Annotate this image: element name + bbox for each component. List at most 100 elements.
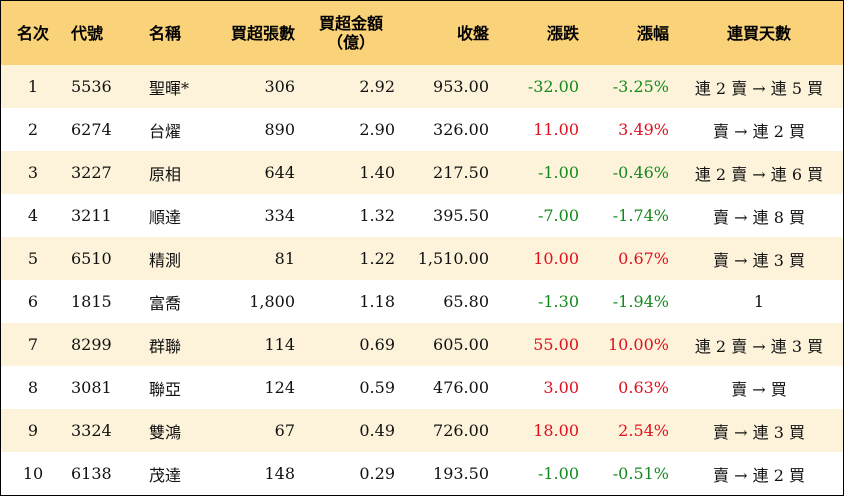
cell-net-lots: 114 — [264, 335, 295, 354]
cell-net-amount: 1.32 — [359, 206, 395, 225]
table-row: 10 6138 茂達 148 0.29 193.50 -1.00 -0.51% 賣 → 連 2 … — [1, 452, 843, 495]
table-body: 1 5536 聖暉* 306 2.92 953.00 -32.00 -3.25% 連 2 賣 →… — [1, 65, 843, 495]
cell-net-lots: 124 — [264, 378, 295, 397]
cell-change: 11.00 — [533, 120, 579, 139]
table-row: 5 6510 精測 81 1.22 1,510.00 10.00 0.67% 賣 → 連 3 買 — [1, 237, 843, 280]
cell-close: 326.00 — [433, 120, 489, 139]
cell-change: -7.00 — [537, 206, 579, 225]
cell-rank: 5 — [27, 249, 39, 268]
header-net-amount: 買超金額 （億） — [301, 1, 401, 65]
header-pct: 漲幅 — [636, 23, 669, 43]
cell-close: 217.50 — [433, 163, 489, 182]
cell-net-lots: 81 — [274, 249, 295, 268]
cell-code: 5536 — [71, 77, 112, 96]
cell-net-amount: 0.29 — [359, 464, 395, 483]
cell-code: 6274 — [71, 120, 112, 139]
cell-close: 395.50 — [433, 206, 489, 225]
cell-change: -1.30 — [537, 292, 579, 311]
cell-net-amount: 2.92 — [359, 77, 395, 96]
cell-name: 聖暉* — [149, 78, 190, 98]
cell-net-lots: 306 — [264, 77, 295, 96]
cell-change: -1.00 — [537, 163, 579, 182]
cell-net-amount: 1.18 — [359, 292, 395, 311]
cell-pct: 0.63% — [618, 378, 669, 397]
cell-net-amount: 0.49 — [359, 421, 395, 440]
cell-rank: 1 — [27, 77, 39, 96]
cell-pct: 3.49% — [618, 120, 669, 139]
cell-streak: 賣 → 連 3 買 — [713, 422, 805, 442]
cell-change: -32.00 — [527, 77, 579, 96]
cell-pct: -1.74% — [612, 206, 669, 225]
cell-code: 6510 — [71, 249, 112, 268]
cell-net-lots: 890 — [264, 120, 295, 139]
cell-change: 10.00 — [533, 249, 579, 268]
cell-pct: -3.25% — [612, 77, 669, 96]
table-row: 1 5536 聖暉* 306 2.92 953.00 -32.00 -3.25% 連 2 賣 →… — [1, 65, 843, 108]
cell-net-amount: 0.69 — [359, 335, 395, 354]
table-row: 7 8299 群聯 114 0.69 605.00 55.00 10.00% 連 2 賣 → 連… — [1, 323, 843, 366]
cell-name: 台燿 — [149, 121, 182, 141]
cell-code: 6138 — [71, 464, 112, 483]
cell-net-lots: 1,800 — [249, 292, 295, 311]
cell-name: 茂達 — [149, 465, 182, 485]
cell-rank: 2 — [27, 120, 39, 139]
cell-name: 聯亞 — [149, 379, 182, 399]
cell-net-amount: 0.59 — [359, 378, 395, 397]
cell-name: 群聯 — [149, 336, 182, 356]
cell-name: 雙鴻 — [149, 422, 182, 442]
table-header-row: 名次 代號 名稱 買超張數 買超金額 （億） 收盤 漲跌 漲幅 連買天數 — [1, 1, 843, 65]
cell-rank: 3 — [27, 163, 39, 182]
table-row: 3 3227 原相 644 1.40 217.50 -1.00 -0.46% 連 2 賣 → 連… — [1, 151, 843, 194]
cell-pct: 0.67% — [618, 249, 669, 268]
cell-change: 3.00 — [543, 378, 579, 397]
cell-streak: 賣 → 買 — [731, 379, 787, 399]
cell-code: 3211 — [71, 206, 112, 225]
cell-streak: 賣 → 連 3 買 — [713, 250, 805, 270]
header-rank: 名次 — [16, 23, 49, 43]
cell-streak: 賣 → 連 2 買 — [713, 465, 805, 485]
cell-close: 605.00 — [433, 335, 489, 354]
cell-net-amount: 1.22 — [359, 249, 395, 268]
cell-name: 精測 — [149, 250, 182, 270]
cell-close: 1,510.00 — [417, 249, 489, 268]
cell-close: 193.50 — [433, 464, 489, 483]
cell-code: 1815 — [71, 292, 112, 311]
header-streak: 連買天數 — [726, 23, 791, 43]
cell-streak: 連 2 賣 → 連 6 買 — [694, 164, 824, 184]
header-code: 代號 — [71, 23, 104, 43]
cell-pct: -0.51% — [612, 464, 669, 483]
cell-change: 18.00 — [533, 421, 579, 440]
cell-pct: -0.46% — [612, 163, 669, 182]
cell-rank: 10 — [22, 464, 44, 483]
cell-net-amount: 2.90 — [359, 120, 395, 139]
header-net-lots: 買超張數 — [230, 23, 295, 43]
cell-change: 55.00 — [533, 335, 579, 354]
cell-close: 726.00 — [433, 421, 489, 440]
table-row: 2 6274 台燿 890 2.90 326.00 11.00 3.49% 賣 → 連 2 買 — [1, 108, 843, 151]
cell-name: 富喬 — [149, 293, 182, 313]
cell-net-lots: 334 — [264, 206, 295, 225]
cell-pct: -1.94% — [612, 292, 669, 311]
cell-streak: 賣 → 連 2 買 — [713, 121, 805, 141]
table-row: 4 3211 順達 334 1.32 395.50 -7.00 -1.74% 賣 → 連 8 買 — [1, 194, 843, 237]
header-close: 收盤 — [456, 23, 489, 43]
cell-code: 3081 — [71, 378, 112, 397]
cell-net-lots: 148 — [264, 464, 295, 483]
header-net-amount-line1: 買超金額 — [318, 14, 383, 33]
cell-pct: 10.00% — [607, 335, 669, 354]
cell-close: 65.80 — [443, 292, 489, 311]
cell-name: 順達 — [149, 207, 182, 227]
cell-code: 8299 — [71, 335, 112, 354]
header-name: 名稱 — [149, 23, 182, 43]
cell-rank: 4 — [27, 206, 39, 225]
cell-net-amount: 1.40 — [359, 163, 395, 182]
table-row: 8 3081 聯亞 124 0.59 476.00 3.00 0.63% 賣 → 買 — [1, 366, 843, 409]
cell-streak: 賣 → 連 8 買 — [713, 207, 805, 227]
cell-streak: 1 — [753, 292, 765, 311]
cell-net-lots: 67 — [274, 421, 295, 440]
cell-code: 3324 — [71, 421, 112, 440]
table-row: 9 3324 雙鴻 67 0.49 726.00 18.00 2.54% 賣 → 連 3 買 — [1, 409, 843, 452]
header-change: 漲跌 — [546, 23, 579, 43]
